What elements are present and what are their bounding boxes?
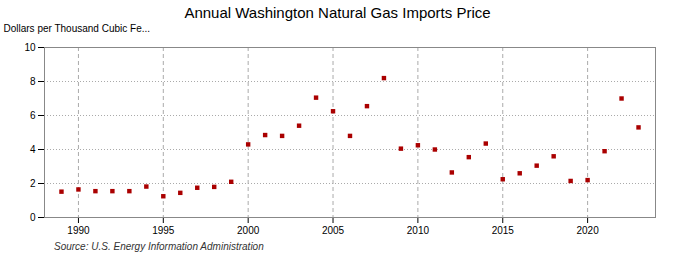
svg-text:6: 6: [30, 110, 36, 121]
svg-text:4: 4: [30, 144, 36, 155]
svg-text:Dollars per Thousand Cubic Fe.: Dollars per Thousand Cubic Fe...: [4, 23, 151, 34]
svg-text:2015: 2015: [492, 225, 515, 236]
svg-text:2005: 2005: [322, 225, 345, 236]
svg-text:1990: 1990: [67, 225, 90, 236]
svg-text:2020: 2020: [576, 225, 599, 236]
html-text:Source: U.S. Energy Informatio: Source: U.S. Energy Information Administ…: [54, 241, 264, 252]
svg-text:2000: 2000: [237, 225, 260, 236]
svg-text:8: 8: [30, 76, 36, 87]
svg-text:0: 0: [30, 212, 36, 223]
svg-text:2: 2: [30, 178, 36, 189]
svg-text:10: 10: [24, 42, 36, 53]
svg-text:2010: 2010: [407, 225, 430, 236]
html-text:Annual Washington Natural Gas: Annual Washington Natural Gas Imports Pr…: [184, 4, 491, 21]
svg-text:1995: 1995: [152, 225, 175, 236]
